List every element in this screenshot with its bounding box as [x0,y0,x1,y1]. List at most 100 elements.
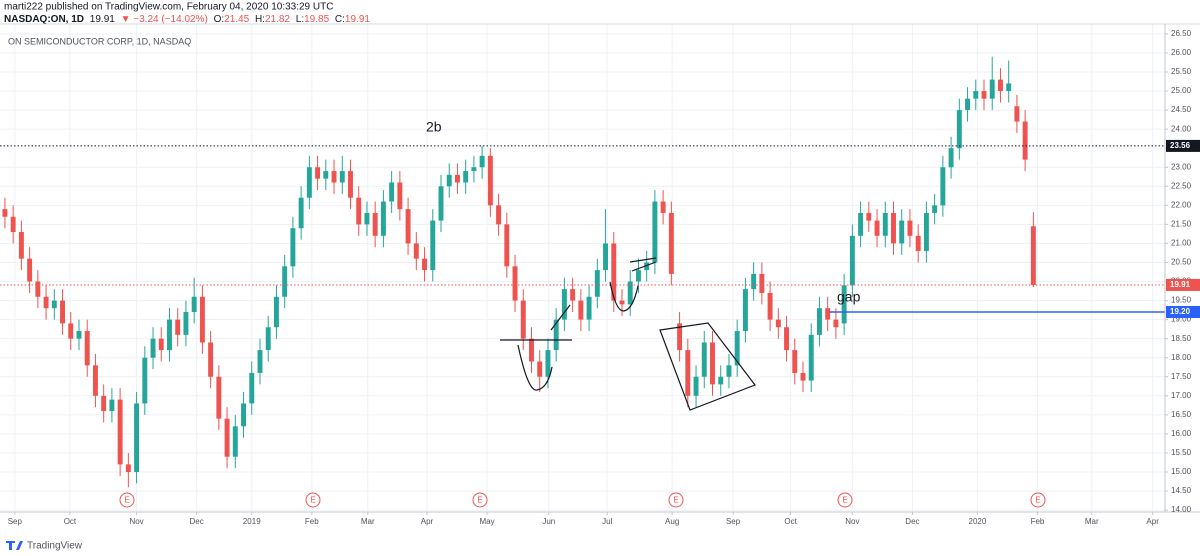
candle-body [940,167,946,206]
candle-body [183,312,189,335]
ohlc-label: C: [335,14,345,25]
x-tick-label: Aug [665,517,679,526]
candle-body [446,174,452,187]
candle-body [109,399,115,412]
earnings-marker [472,492,488,508]
candle-body [150,338,156,358]
candle-body [1006,83,1012,92]
candle-body [364,212,370,225]
candle-body [471,167,477,172]
earnings-label: E [1035,496,1040,505]
candle-body [273,296,279,328]
candle-body [92,365,98,396]
candle-body [668,212,674,274]
candle-body [356,197,362,225]
candle-body [652,201,658,263]
y-tick-label: 20.50 [1171,258,1192,267]
candle-body [43,296,49,309]
y-tick-label: 25.00 [1171,86,1192,95]
candle-body [175,319,181,335]
candle-body [117,399,123,465]
earnings-marker [668,492,684,508]
candle-body [315,167,321,179]
candle-body [635,270,641,282]
ohlc-value: 21.82 [265,14,290,25]
x-tick-label: Apr [421,517,434,526]
candle-body [685,350,691,396]
candle-body [710,342,715,385]
ohlc-value: 21.45 [224,14,249,25]
last-price: 19.91 [90,14,115,25]
candle-body [323,171,329,179]
candle-body [742,289,748,332]
candle-body [989,79,995,99]
candle-body [142,357,148,404]
candle-body [619,300,625,305]
x-tick-label: Oct [784,517,797,526]
author-line: marti222 published on TradingView.com, F… [4,2,333,13]
candle-body [800,372,806,381]
y-tick-label: 22.50 [1171,181,1192,190]
candle-body [627,281,633,305]
price-label: 19.20 [1170,307,1191,316]
candle-body [537,361,543,377]
chart-title: ON SEMICONDUCTOR CORP, 1D, NASDAQ [8,36,191,46]
price-label-box [1166,306,1200,318]
y-tick-label: 14.00 [1171,505,1192,514]
candle-body [603,243,609,271]
annotation: 2b [426,119,442,135]
drawing [609,281,639,312]
ohlc-value: 19.91 [345,14,370,25]
candle-body [405,209,411,244]
logo [6,541,23,550]
y-tick-label: 21.50 [1171,219,1192,228]
candle-body [701,342,707,377]
candle-body [529,338,534,362]
plot [0,56,1165,488]
y-tick-label: 14.50 [1171,486,1192,495]
candle-body [487,155,493,206]
candle-body [907,220,913,236]
candle-body [1014,106,1020,122]
candle-body [932,205,938,213]
candle-body [479,155,485,168]
x-tick-label: Dec [905,517,919,526]
earnings-label: E [842,496,847,505]
x-tick-label: Dec [190,517,204,526]
price-label: 23.56 [1170,141,1191,150]
brand: TradingView [27,541,83,552]
drawing [517,344,553,391]
candle-body [339,171,345,183]
candle-body [331,171,337,183]
earnings-marker [1030,492,1046,508]
candle-body [463,171,469,183]
y-tick-label: 23.00 [1171,162,1192,171]
y-tick-label: 25.50 [1171,67,1192,76]
candle-body [553,319,559,351]
candle-body [158,338,164,351]
x-tick-label: Sep [8,517,23,526]
candle-body [249,372,255,404]
candle-body [841,285,847,324]
x-tick-label: 2019 [243,517,261,526]
candle-body [224,418,230,457]
ohlc-value: 19.85 [304,14,329,25]
candle-body [372,212,378,236]
x-tick-label: Jul [602,517,612,526]
y-tick-label: 16.00 [1171,429,1192,438]
candle-body [199,296,205,343]
candle-body [76,331,82,339]
x-tick-label: Mar [1085,517,1099,526]
candle-body [808,334,814,381]
y-tick-label: 18.00 [1171,353,1192,362]
candle-body [866,212,872,221]
candle-body [973,91,979,99]
candle-body [306,167,312,198]
candle-body [891,212,896,244]
candle-body [68,323,74,339]
candle-body [134,403,140,472]
candle-body [512,266,518,301]
ohlc-label: O: [214,14,225,25]
